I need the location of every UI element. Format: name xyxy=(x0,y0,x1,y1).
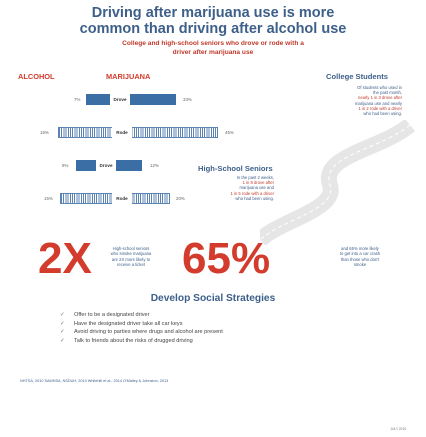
subtitle: College and high-school seniors who drov… xyxy=(78,39,348,57)
strategy-item: ✓ Have the designated driver take all car… xyxy=(60,320,223,329)
stat-2x: 2X xyxy=(38,234,92,283)
stat-65-note-line: than those who don't xyxy=(340,256,380,262)
references: NHTSA, 2010 SAMHSA, NSDUH, 2014 Whitehil… xyxy=(20,379,169,383)
hs-drove-alcohol-pct: 9% xyxy=(62,163,69,168)
college-note-line: nearly 1 in 3 drove after xyxy=(358,95,402,101)
stat-2x-note-line: High-school seniors xyxy=(112,246,150,251)
strategy-text: Have the designated driver take all car … xyxy=(74,320,183,327)
hs-note-line: who had been using. xyxy=(235,195,274,201)
college-rode-bar xyxy=(58,127,218,138)
stat-2x-note-line: who smoke marijuana xyxy=(110,251,152,257)
stat-2x-note-line: receive a ticket xyxy=(117,262,145,268)
hs-drove-marijuana-pct: 12% xyxy=(150,163,159,168)
strategy-text: Offer to be a designated driver xyxy=(74,312,150,318)
check-icon: ✓ xyxy=(60,312,65,318)
college-rode-alcohol-pct: 16% xyxy=(40,130,49,135)
stat-65-note: and 65% more likely to get into a car cr… xyxy=(320,246,400,268)
stat-65: 65% xyxy=(182,234,271,283)
college-note: Of students who used in the past month, … xyxy=(300,85,402,116)
strategies-title: Develop Social Strategies xyxy=(150,293,276,304)
marijuana-header: MARIJUANA xyxy=(106,72,151,81)
date-footer: JULY 2015 xyxy=(390,427,406,431)
college-rode-label: Rode xyxy=(112,127,132,138)
check-icon: ✓ xyxy=(60,337,65,344)
title-line-1: Driving after marijuana use is more xyxy=(91,5,335,21)
check-icon: ✓ xyxy=(60,329,65,336)
page-title: Driving after marijuana use is more comm… xyxy=(0,5,426,37)
hs-note-line: 1 in 8 drove after xyxy=(242,180,274,186)
stat-65-note-line: and 65% more likely xyxy=(341,246,379,251)
college-drove-marijuana-pct: 33% xyxy=(183,97,192,102)
college-note-line: the past month, xyxy=(373,90,402,96)
hs-rode-alcohol-pct: 15% xyxy=(44,196,53,201)
college-note-line: Of students who used in xyxy=(357,85,402,90)
road-illustration xyxy=(260,120,416,245)
college-drove-label: Drove xyxy=(110,94,130,105)
strategy-item: ✓ Offer to be a designated driver xyxy=(60,311,223,320)
title-line-2: common than driving after alcohol use xyxy=(79,21,347,37)
hs-note-line: 1 in 5 rode with a driver xyxy=(230,190,274,196)
stat-2x-note: High-school seniors who smoke marijuana … xyxy=(96,246,166,268)
strategy-text: Avoid driving to parties where drugs and… xyxy=(74,329,223,336)
stat-2x-note-line: are 2X more likely to xyxy=(111,256,151,262)
hs-note: In the past 2 weeks, 1 in 8 drove after … xyxy=(190,175,274,201)
hs-header: High-School Seniors xyxy=(198,164,273,173)
strategy-item: ✓ Avoid driving to parties where drugs an… xyxy=(60,328,223,337)
stat-65-note-line: smoke xyxy=(353,262,367,268)
subtitle-line-2: driver after marijuana use xyxy=(172,49,254,56)
strategy-text: Talk to friends about the risks of drugg… xyxy=(74,337,193,344)
check-icon: ✓ xyxy=(60,320,65,327)
hs-note-line: marijuana use and xyxy=(239,185,274,191)
subtitle-line-1: College and high-school seniors who drov… xyxy=(122,40,304,47)
hs-rode-label: Rode xyxy=(112,193,132,204)
college-drove-alcohol-pct: 7% xyxy=(74,97,81,102)
hs-rode-marijuana-pct: 20% xyxy=(176,196,185,201)
college-note-line: marijuana use and nearly xyxy=(354,100,402,106)
college-note-line: 1 in 2 rode with a driver xyxy=(358,105,402,111)
strategies-list: ✓ Offer to be a designated driver ✓ Have t… xyxy=(60,311,223,345)
strategy-item: ✓ Talk to friends about the risks of drug… xyxy=(60,337,223,346)
college-rode-marijuana-pct: 45% xyxy=(225,130,234,135)
college-note-line: who had been using. xyxy=(363,111,402,117)
hs-drove-label: Drove xyxy=(96,160,116,171)
stat-65-note-line: to get into a car crash xyxy=(339,251,381,257)
college-drove-bar xyxy=(86,94,176,105)
college-header: College Students xyxy=(326,72,389,81)
hs-note-line: In the past 2 weeks, xyxy=(236,175,274,180)
alcohol-header: ALCOHOL xyxy=(18,72,55,81)
